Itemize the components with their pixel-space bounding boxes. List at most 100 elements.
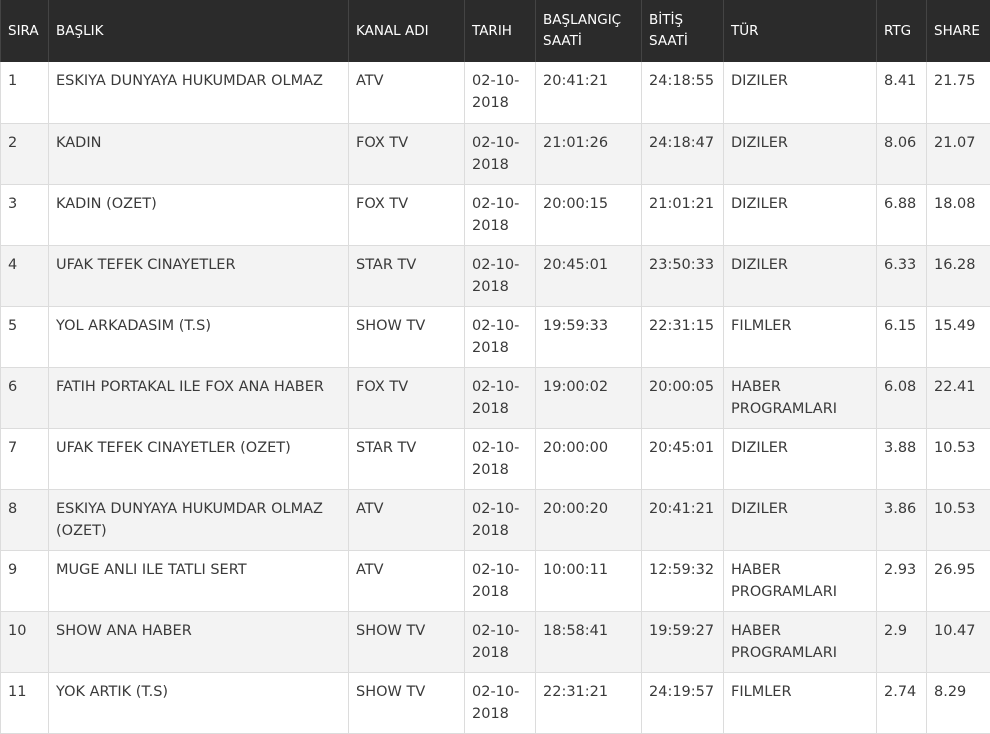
cell-tur: FILMLER — [724, 672, 877, 733]
table-row: 9 MUGE ANLI ILE TATLI SERT ATV 02-10-201… — [1, 550, 990, 611]
cell-sira: 5 — [1, 306, 49, 367]
header-share[interactable]: SHARE — [927, 0, 990, 62]
cell-tur: FILMLER — [724, 306, 877, 367]
cell-tarih: 02-10-2018 — [465, 672, 536, 733]
table-row: 3 KADIN (OZET) FOX TV 02-10-2018 20:00:1… — [1, 184, 990, 245]
header-bitis[interactable]: BİTİŞ SAATİ — [642, 0, 724, 62]
table-row: 10 SHOW ANA HABER SHOW TV 02-10-2018 18:… — [1, 611, 990, 672]
cell-tur: DIZILER — [724, 428, 877, 489]
cell-rtg: 8.06 — [877, 123, 927, 184]
cell-rtg: 2.93 — [877, 550, 927, 611]
cell-baslangic: 10:00:11 — [536, 550, 642, 611]
table-row: 6 FATIH PORTAKAL ILE FOX ANA HABER FOX T… — [1, 367, 990, 428]
cell-sira: 4 — [1, 245, 49, 306]
cell-rtg: 6.88 — [877, 184, 927, 245]
cell-kanal: STAR TV — [349, 245, 465, 306]
cell-baslangic: 20:00:20 — [536, 489, 642, 550]
cell-kanal: SHOW TV — [349, 306, 465, 367]
table-row: 8 ESKIYA DUNYAYA HUKUMDAR OLMAZ (OZET) A… — [1, 489, 990, 550]
cell-baslik: ESKIYA DUNYAYA HUKUMDAR OLMAZ — [49, 62, 349, 123]
cell-sira: 9 — [1, 550, 49, 611]
cell-kanal: SHOW TV — [349, 611, 465, 672]
cell-baslik: KADIN — [49, 123, 349, 184]
cell-tarih: 02-10-2018 — [465, 184, 536, 245]
cell-bitis: 20:41:21 — [642, 489, 724, 550]
cell-baslangic: 18:58:41 — [536, 611, 642, 672]
cell-bitis: 22:31:15 — [642, 306, 724, 367]
cell-share: 26.95 — [927, 550, 990, 611]
cell-bitis: 12:59:32 — [642, 550, 724, 611]
cell-share: 21.07 — [927, 123, 990, 184]
cell-kanal: FOX TV — [349, 367, 465, 428]
cell-bitis: 20:45:01 — [642, 428, 724, 489]
cell-tarih: 02-10-2018 — [465, 245, 536, 306]
table-row: 5 YOL ARKADASIM (T.S) SHOW TV 02-10-2018… — [1, 306, 990, 367]
cell-bitis: 24:19:57 — [642, 672, 724, 733]
cell-sira: 2 — [1, 123, 49, 184]
header-rtg[interactable]: RTG — [877, 0, 927, 62]
header-tur[interactable]: TÜR — [724, 0, 877, 62]
cell-baslik: YOL ARKADASIM (T.S) — [49, 306, 349, 367]
cell-tur: DIZILER — [724, 184, 877, 245]
cell-rtg: 2.74 — [877, 672, 927, 733]
cell-baslangic: 20:00:15 — [536, 184, 642, 245]
cell-tur: DIZILER — [724, 123, 877, 184]
cell-sira: 10 — [1, 611, 49, 672]
cell-kanal: STAR TV — [349, 428, 465, 489]
cell-kanal: SHOW TV — [349, 672, 465, 733]
cell-baslik: ESKIYA DUNYAYA HUKUMDAR OLMAZ (OZET) — [49, 489, 349, 550]
cell-baslik: UFAK TEFEK CINAYETLER (OZET) — [49, 428, 349, 489]
cell-rtg: 6.15 — [877, 306, 927, 367]
cell-bitis: 23:50:33 — [642, 245, 724, 306]
cell-share: 18.08 — [927, 184, 990, 245]
header-kanal[interactable]: KANAL ADI — [349, 0, 465, 62]
cell-kanal: FOX TV — [349, 123, 465, 184]
cell-sira: 3 — [1, 184, 49, 245]
cell-tarih: 02-10-2018 — [465, 62, 536, 123]
cell-sira: 8 — [1, 489, 49, 550]
cell-baslangic: 22:31:21 — [536, 672, 642, 733]
cell-rtg: 2.9 — [877, 611, 927, 672]
cell-baslik: KADIN (OZET) — [49, 184, 349, 245]
cell-tarih: 02-10-2018 — [465, 489, 536, 550]
cell-share: 22.41 — [927, 367, 990, 428]
cell-bitis: 20:00:05 — [642, 367, 724, 428]
cell-share: 21.75 — [927, 62, 990, 123]
cell-baslik: UFAK TEFEK CINAYETLER — [49, 245, 349, 306]
cell-baslangic: 20:41:21 — [536, 62, 642, 123]
cell-kanal: FOX TV — [349, 184, 465, 245]
cell-baslangic: 20:00:00 — [536, 428, 642, 489]
cell-tarih: 02-10-2018 — [465, 550, 536, 611]
cell-tur: DIZILER — [724, 489, 877, 550]
cell-kanal: ATV — [349, 489, 465, 550]
table-row: 4 UFAK TEFEK CINAYETLER STAR TV 02-10-20… — [1, 245, 990, 306]
header-sira[interactable]: SIRA — [1, 0, 49, 62]
cell-share: 10.53 — [927, 428, 990, 489]
cell-sira: 11 — [1, 672, 49, 733]
table-row: 1 ESKIYA DUNYAYA HUKUMDAR OLMAZ ATV 02-1… — [1, 62, 990, 123]
cell-bitis: 24:18:47 — [642, 123, 724, 184]
cell-tur: DIZILER — [724, 62, 877, 123]
cell-tarih: 02-10-2018 — [465, 428, 536, 489]
header-baslik[interactable]: BAŞLIK — [49, 0, 349, 62]
table-row: 2 KADIN FOX TV 02-10-2018 21:01:26 24:18… — [1, 123, 990, 184]
cell-sira: 6 — [1, 367, 49, 428]
cell-baslik: MUGE ANLI ILE TATLI SERT — [49, 550, 349, 611]
cell-tarih: 02-10-2018 — [465, 611, 536, 672]
cell-tur: HABER PROGRAMLARI — [724, 611, 877, 672]
cell-tur: HABER PROGRAMLARI — [724, 550, 877, 611]
cell-share: 16.28 — [927, 245, 990, 306]
table-header-row: SIRA BAŞLIK KANAL ADI TARIH BAŞLANGIÇ SA… — [1, 0, 990, 62]
cell-tarih: 02-10-2018 — [465, 367, 536, 428]
cell-baslangic: 21:01:26 — [536, 123, 642, 184]
table-row: 11 YOK ARTIK (T.S) SHOW TV 02-10-2018 22… — [1, 672, 990, 733]
header-tarih[interactable]: TARIH — [465, 0, 536, 62]
cell-rtg: 6.08 — [877, 367, 927, 428]
header-baslangic[interactable]: BAŞLANGIÇ SAATİ — [536, 0, 642, 62]
cell-baslangic: 19:59:33 — [536, 306, 642, 367]
cell-sira: 7 — [1, 428, 49, 489]
cell-tur: HABER PROGRAMLARI — [724, 367, 877, 428]
cell-sira: 1 — [1, 62, 49, 123]
cell-baslik: FATIH PORTAKAL ILE FOX ANA HABER — [49, 367, 349, 428]
